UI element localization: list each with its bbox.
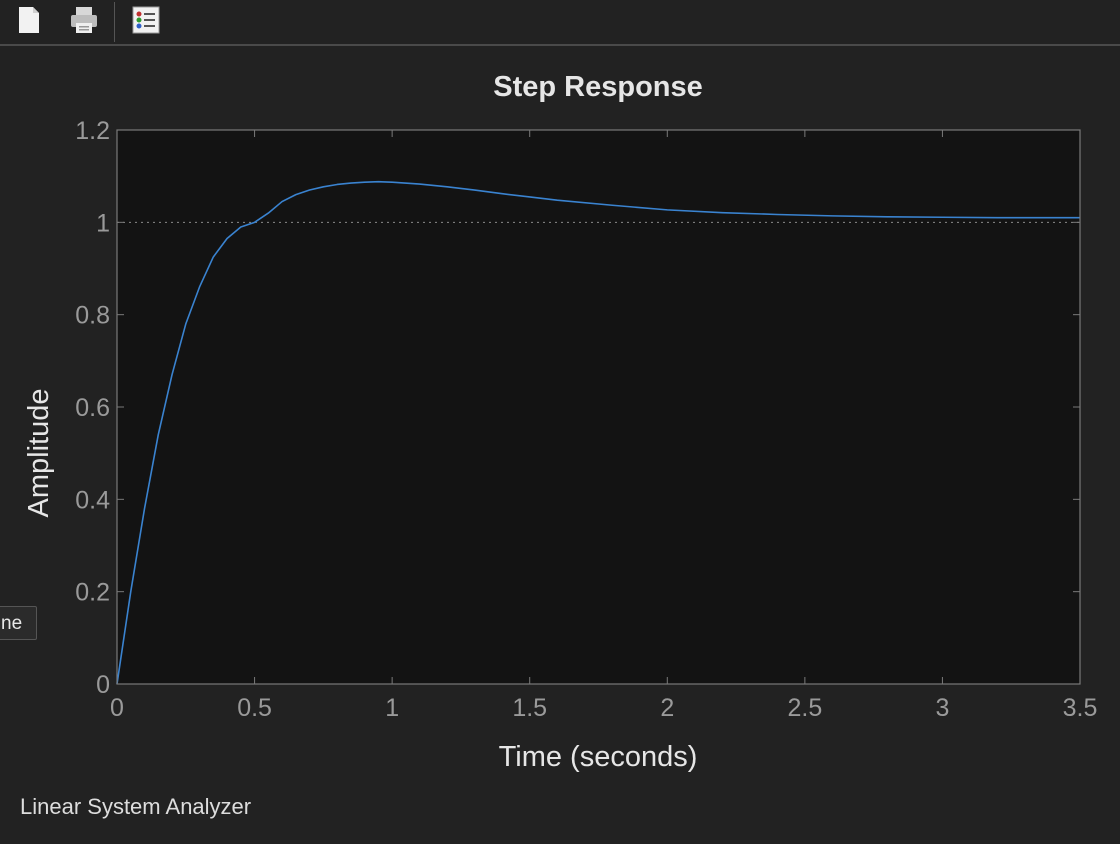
axes-frame: [116, 129, 1081, 685]
legend-button[interactable]: [128, 2, 164, 38]
x-tick-label: 0: [110, 694, 124, 722]
y-tick-label: 1.2: [75, 117, 110, 145]
y-axis-label: Amplitude: [23, 389, 55, 518]
step-response-chart: Step Response 0 0.5 1 1.5 2 2.5 3 3.5 0 0.2 0.4 0.6…: [0, 48, 1120, 844]
y-tick-label: 0: [96, 671, 110, 699]
new-figure-button[interactable]: [11, 2, 47, 38]
status-text: Linear System Analyzer: [20, 794, 252, 819]
x-tick-label: 2.5: [787, 694, 822, 722]
chart-svg: Step Response 0 0.5 1 1.5 2 2.5 3 3.5 0 0.2 0.4 0.6…: [23, 71, 1098, 773]
chart-title: Step Response: [493, 71, 703, 103]
x-tick-label: 0.5: [237, 694, 272, 722]
axes-area[interactable]: [117, 130, 1080, 684]
legend-list-icon: [132, 6, 160, 34]
x-tick-label: 2: [660, 694, 674, 722]
x-tick-label: 3: [935, 694, 949, 722]
toolbar-separator: [114, 2, 115, 42]
x-tick-label: 1.5: [512, 694, 547, 722]
y-tick-label: 0.6: [75, 394, 110, 422]
print-button[interactable]: [66, 2, 102, 38]
x-axis-label: Time (seconds): [499, 741, 698, 773]
y-tick-label: 1: [96, 209, 110, 237]
x-tick-label: 3.5: [1063, 694, 1098, 722]
step-response-line[interactable]: [116, 180, 1080, 685]
toolbar: [0, 0, 1120, 46]
new-document-icon: [19, 7, 39, 33]
x-tick-label: 1: [385, 694, 399, 722]
y-tick-label: 0.8: [75, 302, 110, 330]
tooltip: ne: [0, 606, 38, 640]
y-tick-label: 0.4: [75, 486, 110, 514]
printer-icon: [71, 7, 97, 33]
y-tick-label: 0.2: [75, 579, 110, 607]
